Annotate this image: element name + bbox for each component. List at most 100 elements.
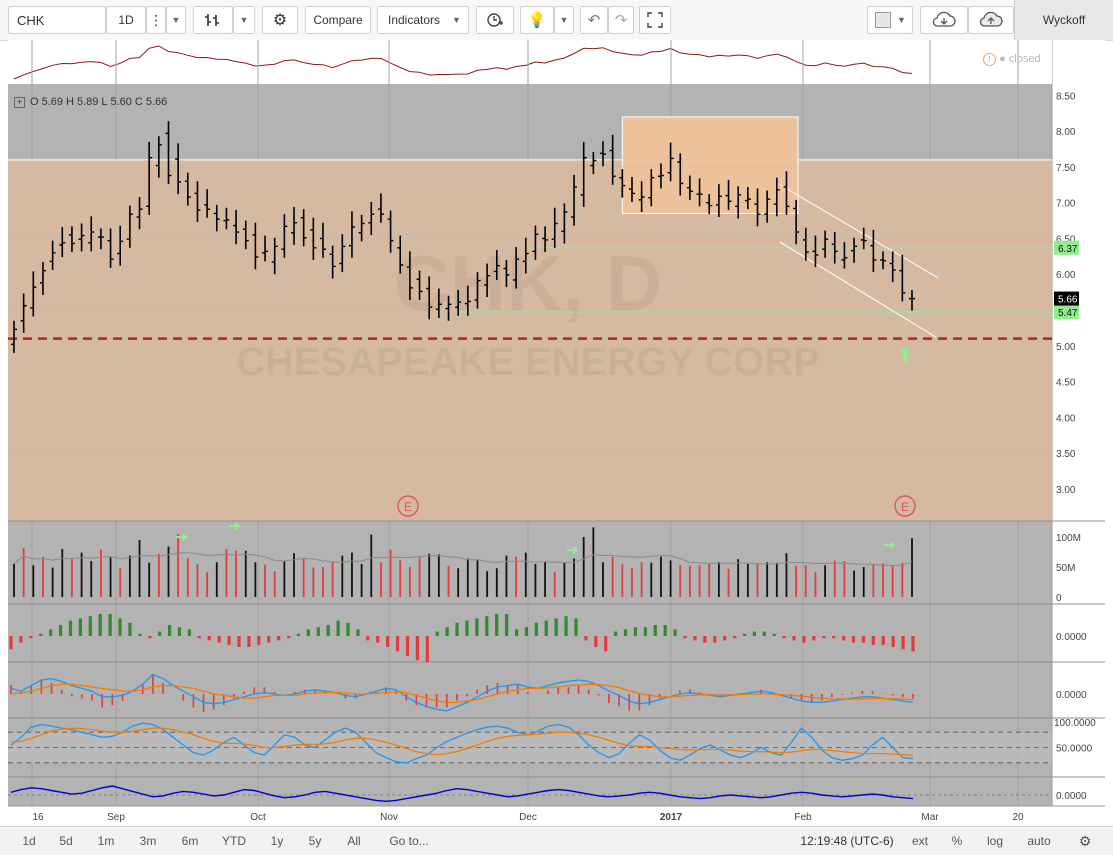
price-bar [368,202,375,235]
idea-lightbulb-icon[interactable]: 💡 [520,6,554,34]
price-bar [117,225,124,266]
cloud-upload-icon[interactable] [968,6,1014,34]
more-menu-icon[interactable]: ⋮ [146,6,166,34]
clock-display: 12:19:48 (UTC-6) [800,834,894,848]
range-all[interactable]: All [347,834,361,848]
price-bar [706,194,713,215]
time-tick-label: Mar [921,812,939,823]
price-bar [329,245,336,279]
price-bar [812,235,819,268]
price-tick-label: 3.00 [1056,485,1076,496]
price-bar [619,169,626,198]
price-tick-label: 8.50 [1056,91,1076,102]
price-bar [165,121,172,185]
auto-toggle[interactable]: auto [1027,834,1051,848]
undo-icon[interactable]: ↶ [580,6,608,34]
price-bar [300,209,307,247]
legend-toggle-icon[interactable]: + [14,97,25,108]
fullscreen-icon[interactable] [639,6,671,34]
price-bar [561,203,568,244]
price-bar [435,288,442,318]
range-1d[interactable]: 1d [22,834,36,848]
price-bar [252,222,259,270]
stoch-d-line [10,727,914,756]
price-bar [493,249,500,280]
volume-arrow-icon [884,541,896,549]
time-tick-label: Oct [250,812,266,823]
bottom-settings-gear-icon[interactable]: ⚙ [1078,832,1092,849]
wyckoff-zone [8,159,1052,521]
log-toggle[interactable]: log [986,834,1003,848]
idea-dropdown-icon[interactable]: ▼ [554,6,574,34]
price-bar [88,216,95,252]
redo-icon[interactable]: ↷ [608,6,634,34]
range-5d[interactable]: 5d [59,834,73,848]
price-bar [532,225,539,260]
price-bar [870,229,877,273]
price-bar [831,232,838,264]
alert-clock-icon[interactable] [476,6,514,34]
ext-toggle[interactable]: ext [911,834,928,848]
level-label-bg [1054,240,1079,255]
price-bar [319,222,326,258]
price-bar [522,237,529,274]
percent-toggle[interactable]: % [951,834,963,848]
layout-name-button[interactable]: Wyckoff [1014,0,1113,40]
price-bar [262,235,269,262]
price-bar [30,271,37,317]
cloud-download-icon[interactable] [920,6,968,34]
price-bar [155,136,162,178]
goto-button[interactable]: Go to... [389,834,429,848]
chart-canvas[interactable]: 8.508.007.507.006.506.005.505.004.504.00… [8,40,1105,826]
price-bar [377,193,384,223]
indicators-button[interactable]: Indicators ▼ [377,6,469,34]
interval-dropdown-icon[interactable]: ▼ [166,6,186,34]
price-bar [744,186,751,210]
range-6m[interactable]: 6m [181,834,199,848]
symbol-input[interactable]: CHK [8,6,106,34]
price-bar [696,178,703,207]
range-5y[interactable]: 5y [308,834,322,848]
watermark-company: CHESAPEAKE ENERGY CORP [236,340,820,384]
oscillator-line [10,785,914,803]
price-bar [600,141,607,167]
theme-dropdown-icon: ▼ [897,15,906,25]
top-toolbar: CHK 1D ⋮ ▼ ▼ ⚙ Compare Indicators ▼ 💡 ▼ ↶… [0,0,1113,41]
earnings-marker-label: E [901,500,909,514]
interval-button[interactable]: 1D [106,6,146,34]
price-bar [455,289,462,316]
chart-type-dropdown-icon[interactable]: ▼ [233,6,255,34]
range-ytd[interactable]: YTD [222,834,246,848]
price-bar [271,237,278,275]
settings-gear-icon[interactable]: ⚙ [262,6,298,34]
oscillator-tick-label: 0.0000 [1056,791,1087,802]
range-1m[interactable]: 1m [97,834,115,848]
price-bar [339,234,346,273]
price-bar [628,176,635,203]
bar-style-icon[interactable] [193,6,233,34]
price-bar [204,189,211,218]
range-1y[interactable]: 1y [270,834,284,848]
price-bar [348,211,355,258]
color-theme-button[interactable]: ▼ [867,6,913,34]
watermark-ticker: CHK, D [394,239,663,327]
price-bar [97,228,104,250]
market-status: ! ● closed [983,53,1041,66]
overview-strip [8,40,1052,84]
level-label: 6.37 [1058,244,1078,255]
price-bar [841,242,848,269]
price-bar [667,142,674,182]
price-bar [677,153,684,196]
price-bar [213,204,220,232]
volume-arrow-icon [567,546,579,554]
price-bar [11,320,17,353]
price-tick-label: 4.50 [1056,378,1076,389]
price-bar [406,251,413,300]
price-bar [281,214,288,258]
volume-ma-line [13,552,913,566]
high-label: H [65,96,74,108]
price-bar [851,237,858,263]
range-3m[interactable]: 3m [139,834,157,848]
price-bar [358,214,365,242]
compare-button[interactable]: Compare [305,6,371,34]
